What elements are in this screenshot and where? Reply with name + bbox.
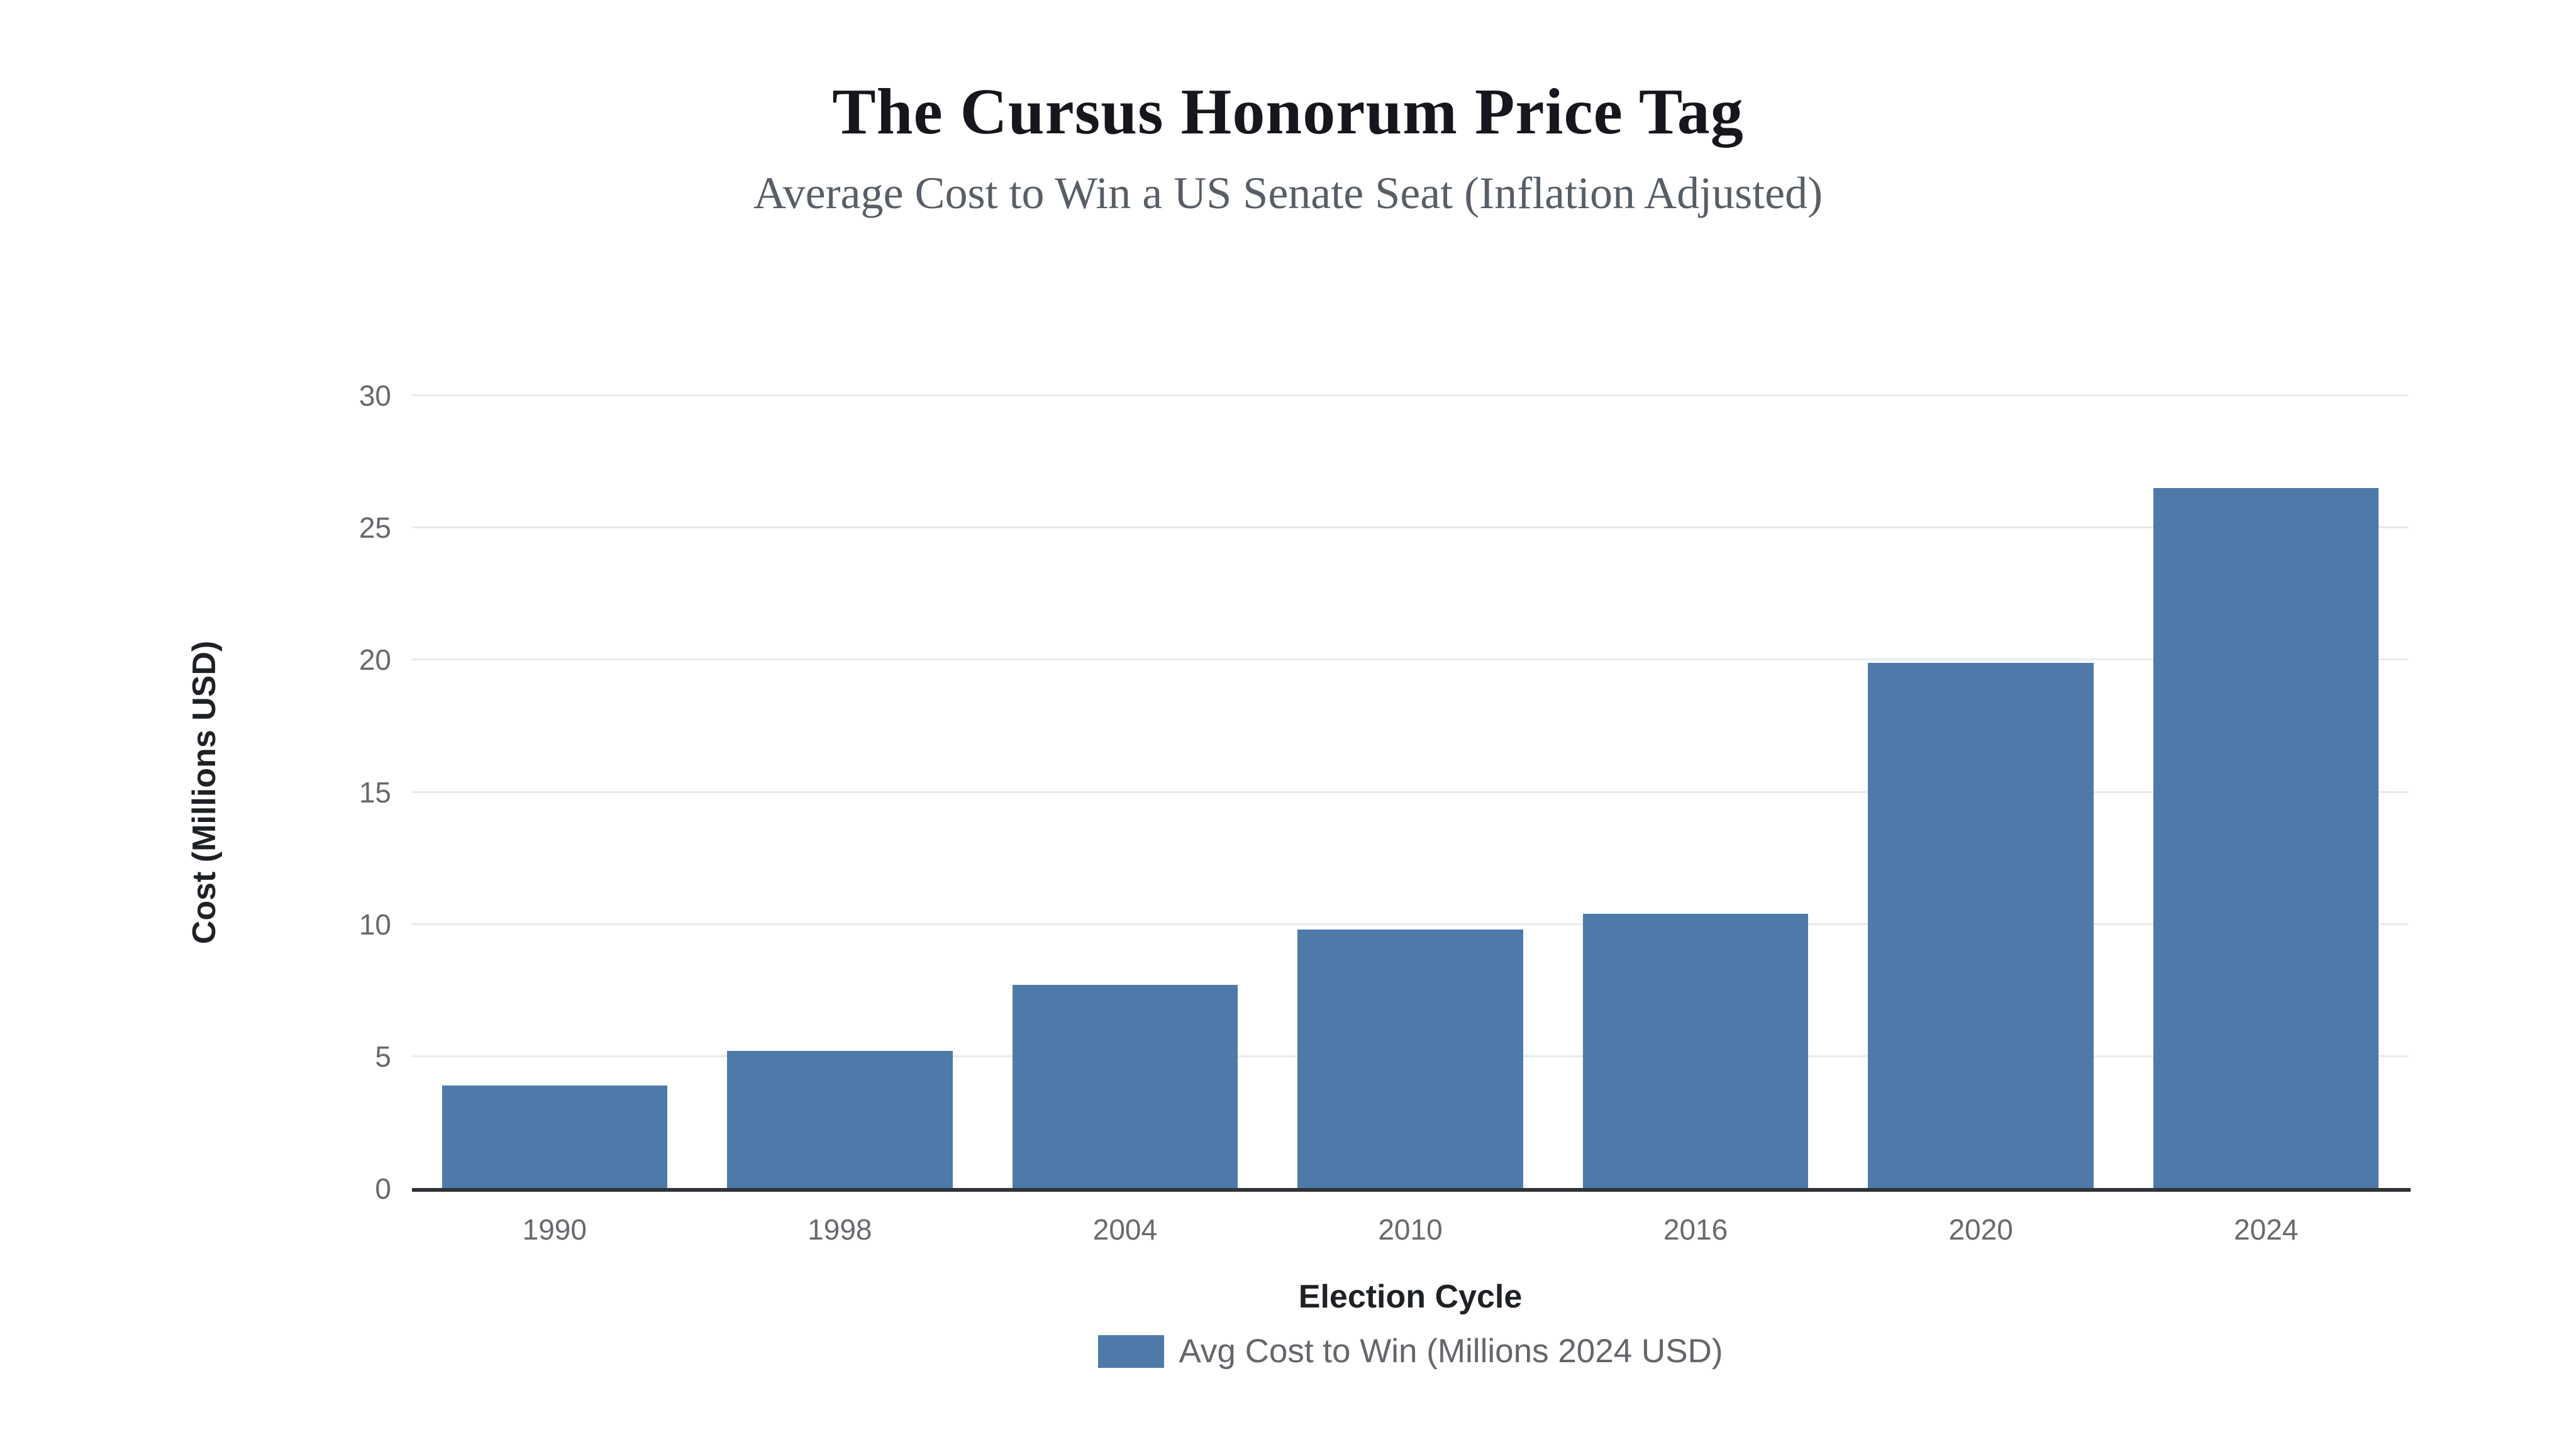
bar-2004[interactable] <box>1012 985 1238 1189</box>
y-tick-label-0: 0 <box>375 1172 391 1205</box>
x-tick-label-2016: 2016 <box>1663 1213 1728 1246</box>
y-tick-label-15: 15 <box>358 775 391 809</box>
bar-2024[interactable] <box>2153 488 2379 1189</box>
chart-title: The Cursus Honorum Price Tag <box>832 75 1744 148</box>
legend[interactable]: Avg Cost to Win (Millions 2024 USD) <box>412 1332 2409 1370</box>
chart-subtitle: Average Cost to Win a US Senate Seat (In… <box>753 168 1823 218</box>
x-tick-label-1990: 1990 <box>522 1213 587 1246</box>
gridline-y-15 <box>412 791 2409 793</box>
x-tick-label-2010: 2010 <box>1378 1213 1443 1246</box>
plot-area <box>412 394 2409 1189</box>
y-tick-label-20: 20 <box>358 643 391 677</box>
x-tick-label-2004: 2004 <box>1092 1213 1158 1246</box>
y-axis-tick-labels: 0 5 10 15 20 25 30 <box>0 379 391 1205</box>
y-tick-label-5: 5 <box>375 1040 391 1073</box>
y-tick-label-30: 30 <box>358 379 391 412</box>
gridline-y-25 <box>412 526 2409 529</box>
gridline-y-30 <box>412 394 2409 396</box>
gridline-y-20 <box>412 658 2409 661</box>
bar-2016[interactable] <box>1582 913 1809 1189</box>
x-axis-tick-labels: 1990 1998 2004 2010 2016 2020 2024 <box>412 1213 2409 1257</box>
x-axis-title: Election Cycle <box>1298 1279 1523 1315</box>
bar-2010[interactable] <box>1297 930 1523 1189</box>
x-axis-line <box>412 1188 2411 1192</box>
bar-1998[interactable] <box>727 1051 953 1189</box>
y-tick-label-10: 10 <box>358 908 391 941</box>
x-tick-label-1998: 1998 <box>808 1213 872 1246</box>
legend-label: Avg Cost to Win (Millions 2024 USD) <box>1179 1333 1723 1370</box>
x-tick-label-2024: 2024 <box>2234 1213 2299 1246</box>
legend-color-swatch-icon[interactable] <box>1097 1335 1164 1368</box>
gridline-y-10 <box>412 923 2409 925</box>
y-tick-label-25: 25 <box>358 511 391 545</box>
x-tick-label-2020: 2020 <box>1948 1213 2013 1246</box>
bar-1990[interactable] <box>441 1085 667 1189</box>
bar-2020[interactable] <box>1868 662 2094 1189</box>
